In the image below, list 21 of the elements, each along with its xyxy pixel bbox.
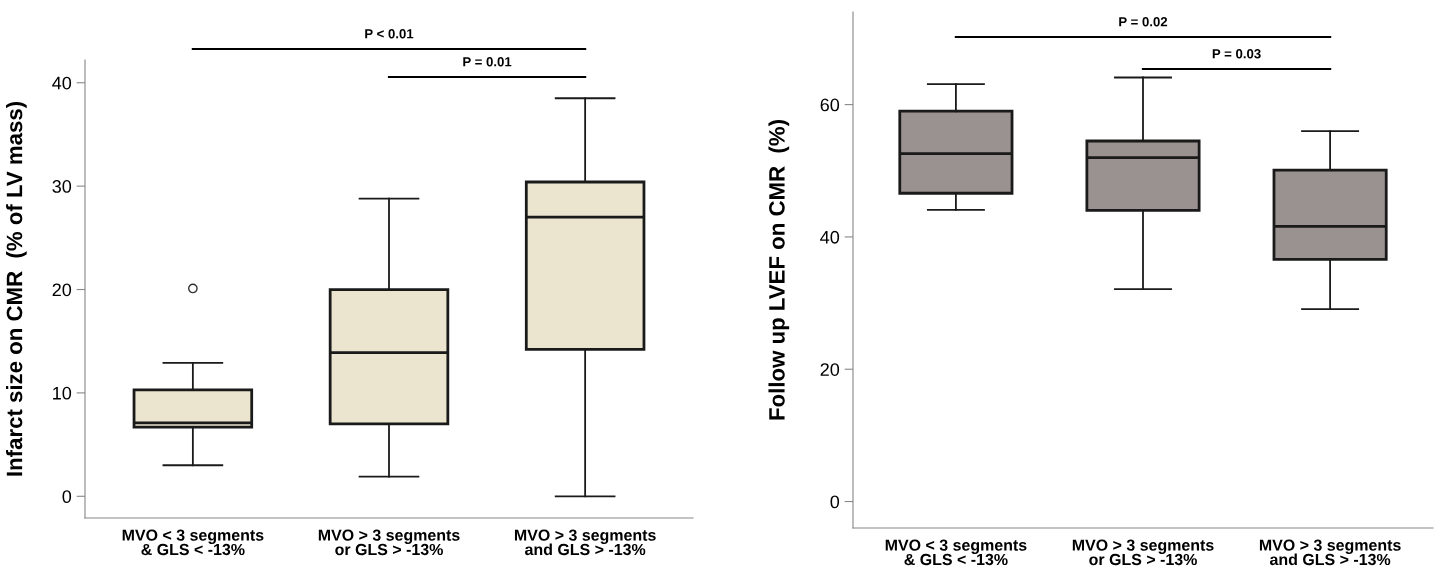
- x-tick-label: MVO < 3 segments & GLS < -13%: [885, 539, 1027, 566]
- y-tick-label: 30: [52, 180, 72, 193]
- y-axis-title: Infarct size on CMR (% of LV mass): [6, 102, 27, 476]
- text: P < 0.01: [365, 29, 414, 39]
- y-tick-label: 60: [820, 98, 840, 112]
- annotation: P = 0.01: [463, 57, 512, 67]
- y-tick-label: 20: [820, 363, 840, 376]
- y-tick-label: 40: [820, 230, 840, 244]
- y-tick-label: 20: [52, 283, 72, 297]
- x-tick-label: MVO > 3 segments and GLS > -13%: [1259, 539, 1401, 566]
- annotation: P = 0.02: [1119, 17, 1168, 27]
- x-tick-label: MVO > 3 segments and GLS > -13%: [514, 529, 656, 556]
- x-tick-label: MVO < 3 segments & GLS < -13%: [122, 529, 264, 556]
- x-tick-label: MVO > 3 segments or GLS > -13%: [1072, 539, 1214, 566]
- annotation: P = 0.03: [1212, 49, 1261, 59]
- y-tick-label: 10: [53, 386, 72, 400]
- y-tick-label: 0: [830, 495, 840, 509]
- y-tick-label: 0: [62, 490, 72, 504]
- y-tick-label: 40: [52, 76, 72, 90]
- x-tick-label: MVO > 3 segments or GLS > -13%: [318, 529, 460, 556]
- y-axis-title: Follow up LVEF on CMR (%): [768, 120, 790, 420]
